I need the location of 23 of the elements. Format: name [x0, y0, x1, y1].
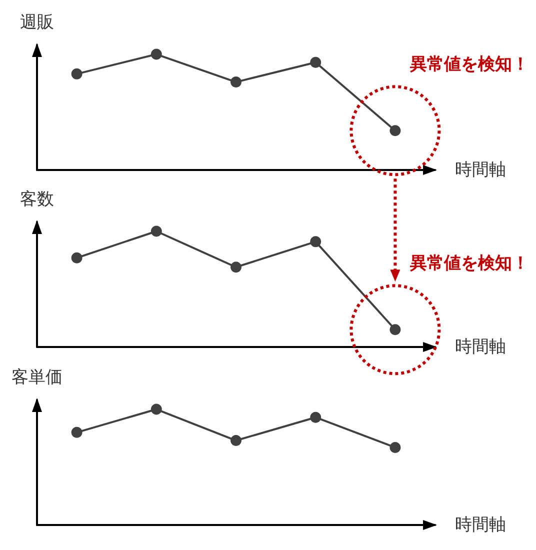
point — [310, 56, 322, 68]
point — [390, 442, 401, 453]
point — [230, 435, 242, 446]
point — [230, 262, 242, 273]
point — [310, 412, 322, 423]
x-axis-title: 時間軸 — [455, 337, 506, 357]
point — [230, 76, 242, 88]
y-axis-title: 客単価 — [12, 368, 62, 388]
x-axis-title: 時間軸 — [455, 515, 506, 535]
point — [71, 68, 82, 80]
point — [390, 324, 401, 336]
y-axis-title: 週販 — [20, 12, 54, 32]
point — [310, 236, 322, 248]
point — [390, 125, 401, 136]
point — [71, 252, 82, 264]
annotation: 異常値を検知！ — [409, 54, 530, 75]
point — [150, 226, 162, 237]
point — [150, 48, 162, 60]
point — [150, 404, 162, 415]
annotation: 異常値を検知！ — [409, 254, 530, 274]
point — [71, 426, 82, 438]
y-axis-title: 客数 — [20, 190, 54, 210]
x-axis-title: 時間軸 — [455, 160, 506, 180]
